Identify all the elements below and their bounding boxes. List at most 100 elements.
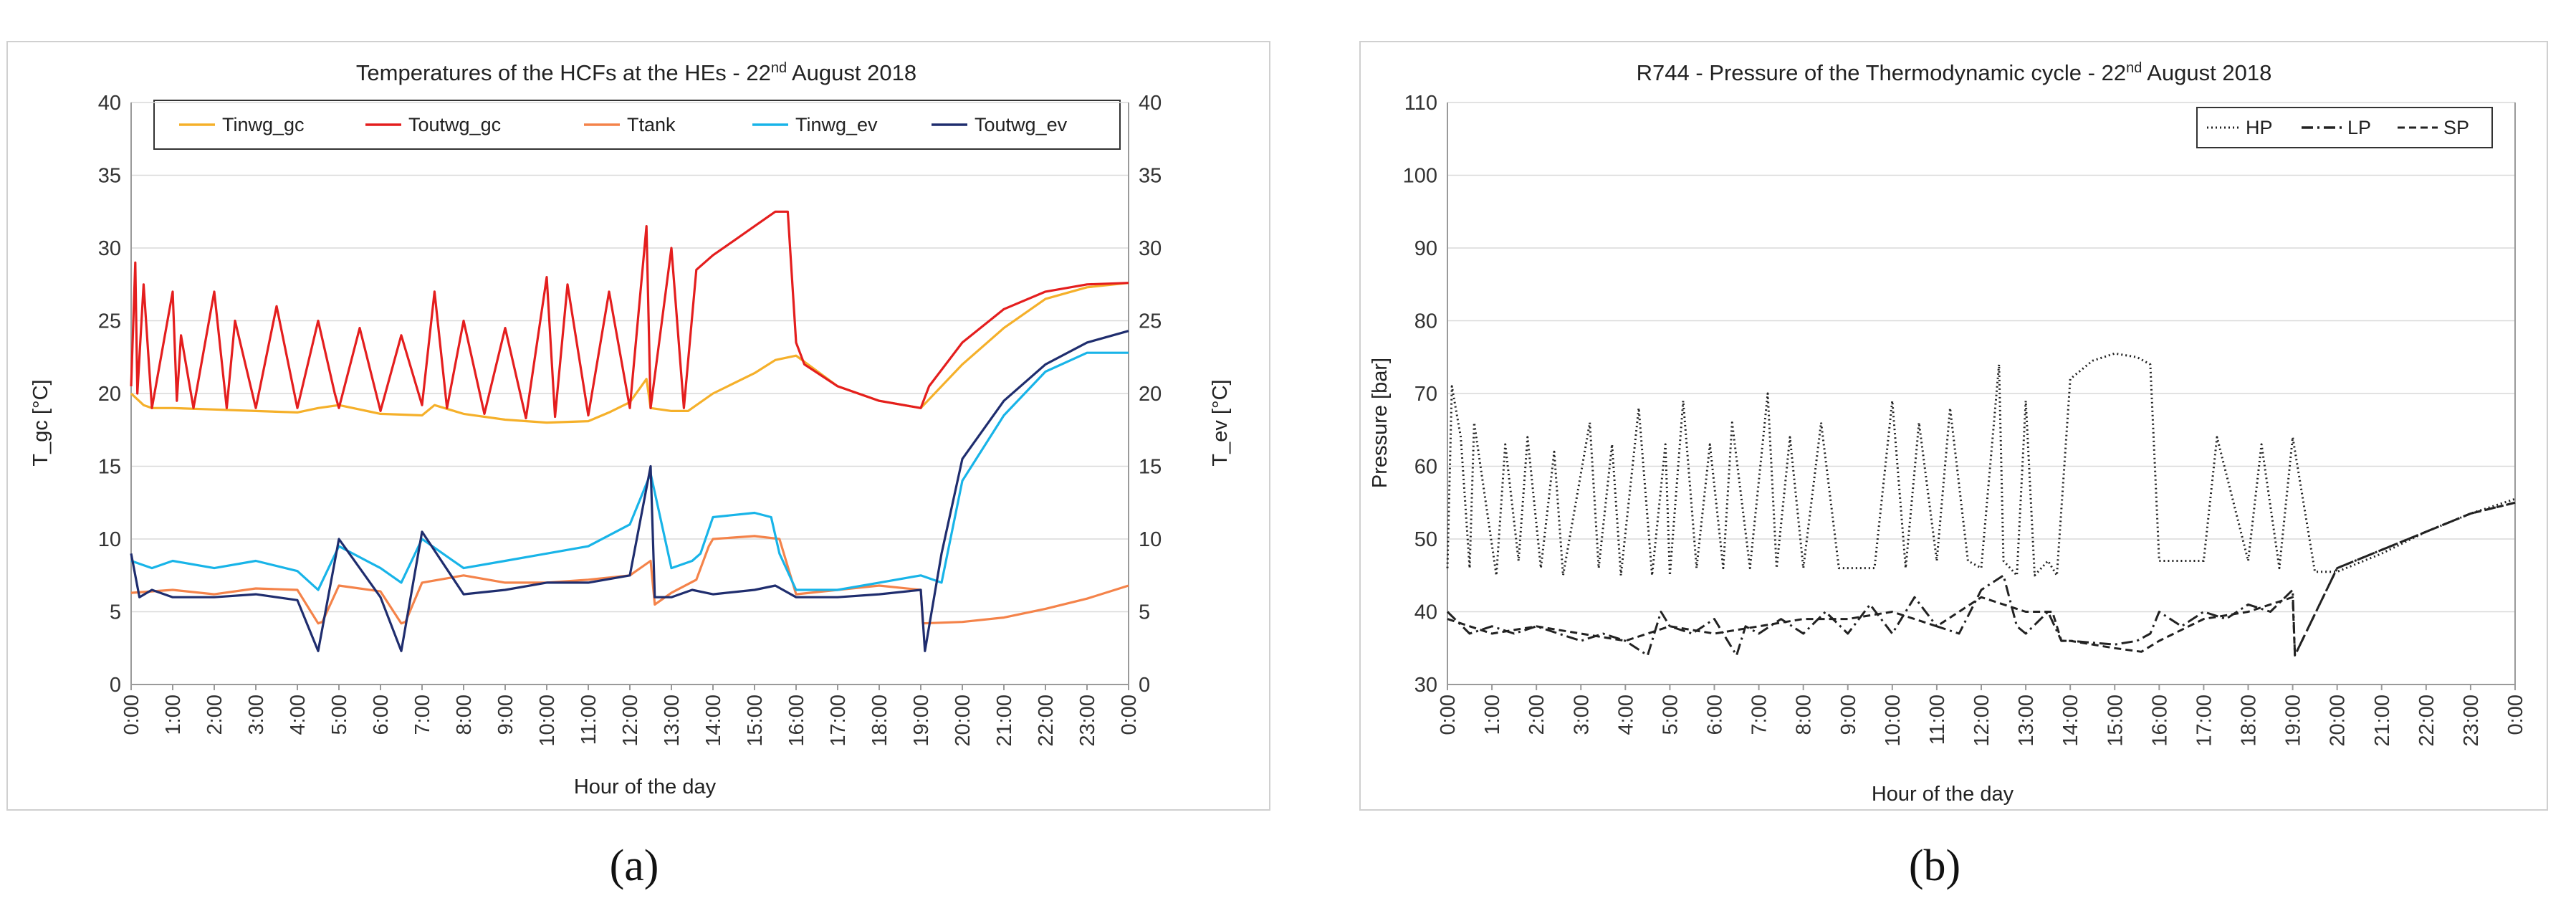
panel-a-series-toutwg-gc	[130, 210, 1129, 420]
panel-a-series-toutwg-ev	[130, 330, 1129, 652]
panel-b-ytick-label: 50	[1414, 528, 1437, 551]
panel-b-xtick-label: 0:00	[1437, 695, 1460, 735]
panel-b-xtick-label: 1:00	[1481, 695, 1504, 735]
panel-b-xlabel: Hour of the day	[1872, 783, 2014, 806]
panel-b-xtick-label: 16:00	[2148, 695, 2171, 747]
panel-a-xtick-label: 5:00	[328, 695, 351, 735]
panel-a-y2tick-label: 10	[1139, 528, 1162, 551]
panel-a-ylabel: T_gc [°C]	[29, 379, 52, 466]
panel-a-xtick-label: 8:00	[453, 695, 476, 735]
legend-label-toutwg-gc: Toutwg_gc	[408, 114, 501, 135]
panel-b-ytick-label: 110	[1404, 92, 1437, 115]
panel-a-xtick-label: 17:00	[827, 695, 850, 747]
panel-a-series-ttank	[130, 535, 1129, 625]
panel-b-legend: HP LP SP	[2196, 107, 2493, 148]
panel-b-xtick-label: 11:00	[1926, 695, 1949, 745]
plot-layer: 0 5 10 15 20 25 30 35 40 0 5 10 15 20 25 30 35 40 0:00 1:00…	[98, 92, 2527, 747]
panel-b-xtick-label: 5:00	[1659, 695, 1682, 735]
panel-a-ytick-label: 15	[98, 456, 121, 479]
panel-a-xtick-label: 22:00	[1035, 695, 1058, 747]
panel-a-xtick-label: 16:00	[785, 695, 808, 747]
panel-a-label: (a)	[610, 841, 659, 890]
panel-b-ytick-label: 80	[1414, 310, 1437, 333]
panel-b-xtick-label: 3:00	[1570, 695, 1593, 735]
panel-b-ytick-label: 60	[1414, 456, 1437, 479]
panel-b-xtick-label: 0:00	[2504, 695, 2527, 735]
panel-b-xtick-label: 14:00	[2059, 695, 2082, 747]
panel-a-y2label: T_ev [°C]	[1209, 379, 1232, 466]
panel-a-xtick-label: 20:00	[952, 695, 975, 747]
panel-a-xtick-label: 19:00	[910, 695, 933, 747]
panel-b-xtick-label: 21:00	[2371, 695, 2394, 747]
panel-b-legend-box	[2196, 107, 2493, 148]
panel-a-ytick-label: 30	[98, 237, 121, 260]
panel-a-xtick-label: 13:00	[661, 695, 684, 747]
panel-a-y2tick-label: 40	[1139, 92, 1162, 115]
panel-b-xtick-label: 2:00	[1526, 695, 1548, 735]
panel-a-ytick-label: 0	[110, 674, 121, 697]
panel-b-series-hp	[1446, 352, 2516, 577]
panel-b-xtick-label: 7:00	[1748, 695, 1771, 735]
panel-a-y2tick-label: 20	[1139, 383, 1162, 406]
legend-label-toutwg-ev: Toutwg_ev	[975, 114, 1068, 135]
panel-a-xtick-label: 6:00	[370, 695, 393, 735]
panel-a-ytick-label: 40	[98, 92, 121, 115]
panel-a-y2tick-label: 30	[1139, 237, 1162, 260]
panel-a-xtick-label: 0:00	[120, 695, 143, 735]
panel-a-y2tick-label: 0	[1139, 674, 1150, 697]
panel-b-xtick-label: 18:00	[2238, 695, 2261, 747]
panel-b-ylabel: Pressure [bar]	[1369, 358, 1392, 488]
panel-a-xtick-label: 12:00	[619, 695, 642, 747]
panel-b-ytick-label: 70	[1414, 383, 1437, 406]
panel-b-xtick-label: 23:00	[2460, 695, 2483, 747]
panel-a-xtick-label: 0:00	[1118, 695, 1141, 735]
panel-b-xtick-label: 13:00	[2015, 695, 2038, 747]
panel-a-xtick-label: 9:00	[494, 695, 517, 735]
panel-a-title: Temperatures of the HCFs at the HEs - 22…	[356, 60, 916, 85]
panel-a-xtick-label: 15:00	[744, 695, 767, 747]
panel-b-ytick-label: 100	[1403, 165, 1437, 188]
panel-a-frame	[6, 41, 1270, 811]
panel-a-xtick-label: 21:00	[993, 695, 1016, 747]
panel-a-y2tick-label: 5	[1139, 601, 1150, 624]
panel-b-xtick-label: 6:00	[1704, 695, 1727, 735]
panel-a-series-tinwg-ev	[130, 351, 1129, 591]
panel-a-xtick-label: 10:00	[536, 695, 559, 747]
panel-b-xtick-label: 12:00	[1971, 695, 1993, 747]
panel-b-xtick-label: 15:00	[2104, 695, 2127, 747]
panel-b-xtick-label: 8:00	[1793, 695, 1816, 735]
panel-b-xtick-label: 17:00	[2193, 695, 2216, 747]
panel-a-ytick-label: 20	[98, 383, 121, 406]
panel-b-ytick-label: 90	[1414, 237, 1437, 260]
panel-a-ytick-label: 35	[98, 165, 121, 188]
panel-b-label: (b)	[1909, 841, 1960, 890]
panel-b-xtick-label: 9:00	[1837, 695, 1860, 735]
panel-b-ytick-label: 40	[1414, 601, 1437, 624]
panel-b-frame	[1359, 41, 2548, 811]
panel-b-xtick-label: 19:00	[2282, 695, 2305, 747]
panel-a-xtick-label: 11:00	[578, 695, 600, 745]
panel-a-xtick-label: 14:00	[702, 695, 725, 747]
legend-label-ttank: Ttank	[627, 114, 676, 135]
panel-b-xtick-label: 4:00	[1614, 695, 1637, 735]
panel-b-xtick-label: 10:00	[1882, 695, 1905, 747]
legend-label-tinwg-gc: Tinwg_gc	[222, 114, 305, 135]
panel-a-y2tick-label: 15	[1139, 456, 1162, 479]
panel-a-y2tick-label: 25	[1139, 310, 1162, 333]
panel-a-xlabel: Hour of the day	[574, 776, 717, 798]
panel-a-xtick-label: 2:00	[204, 695, 226, 735]
panel-a-xtick-label: 3:00	[245, 695, 268, 735]
panel-a-y2tick-label: 35	[1139, 165, 1162, 188]
panel-a-ytick-label: 5	[110, 601, 121, 624]
legend-label-tinwg-ev: Tinwg_ev	[795, 114, 878, 135]
panel-a-xtick-label: 4:00	[287, 695, 310, 735]
panel-b-title: R744 - Pressure of the Thermodynamic cyc…	[1637, 60, 2272, 85]
legend-label-hp: HP	[2246, 117, 2273, 138]
panel-b-ytick-label: 30	[1414, 674, 1437, 697]
panel-b-series-sp	[1447, 501, 2516, 657]
legend-label-sp: SP	[2443, 117, 2469, 138]
panel-a-xtick-label: 18:00	[868, 695, 891, 747]
panel-a-xtick-label: 1:00	[162, 695, 185, 735]
panel-b-xtick-label: 20:00	[2327, 695, 2350, 747]
